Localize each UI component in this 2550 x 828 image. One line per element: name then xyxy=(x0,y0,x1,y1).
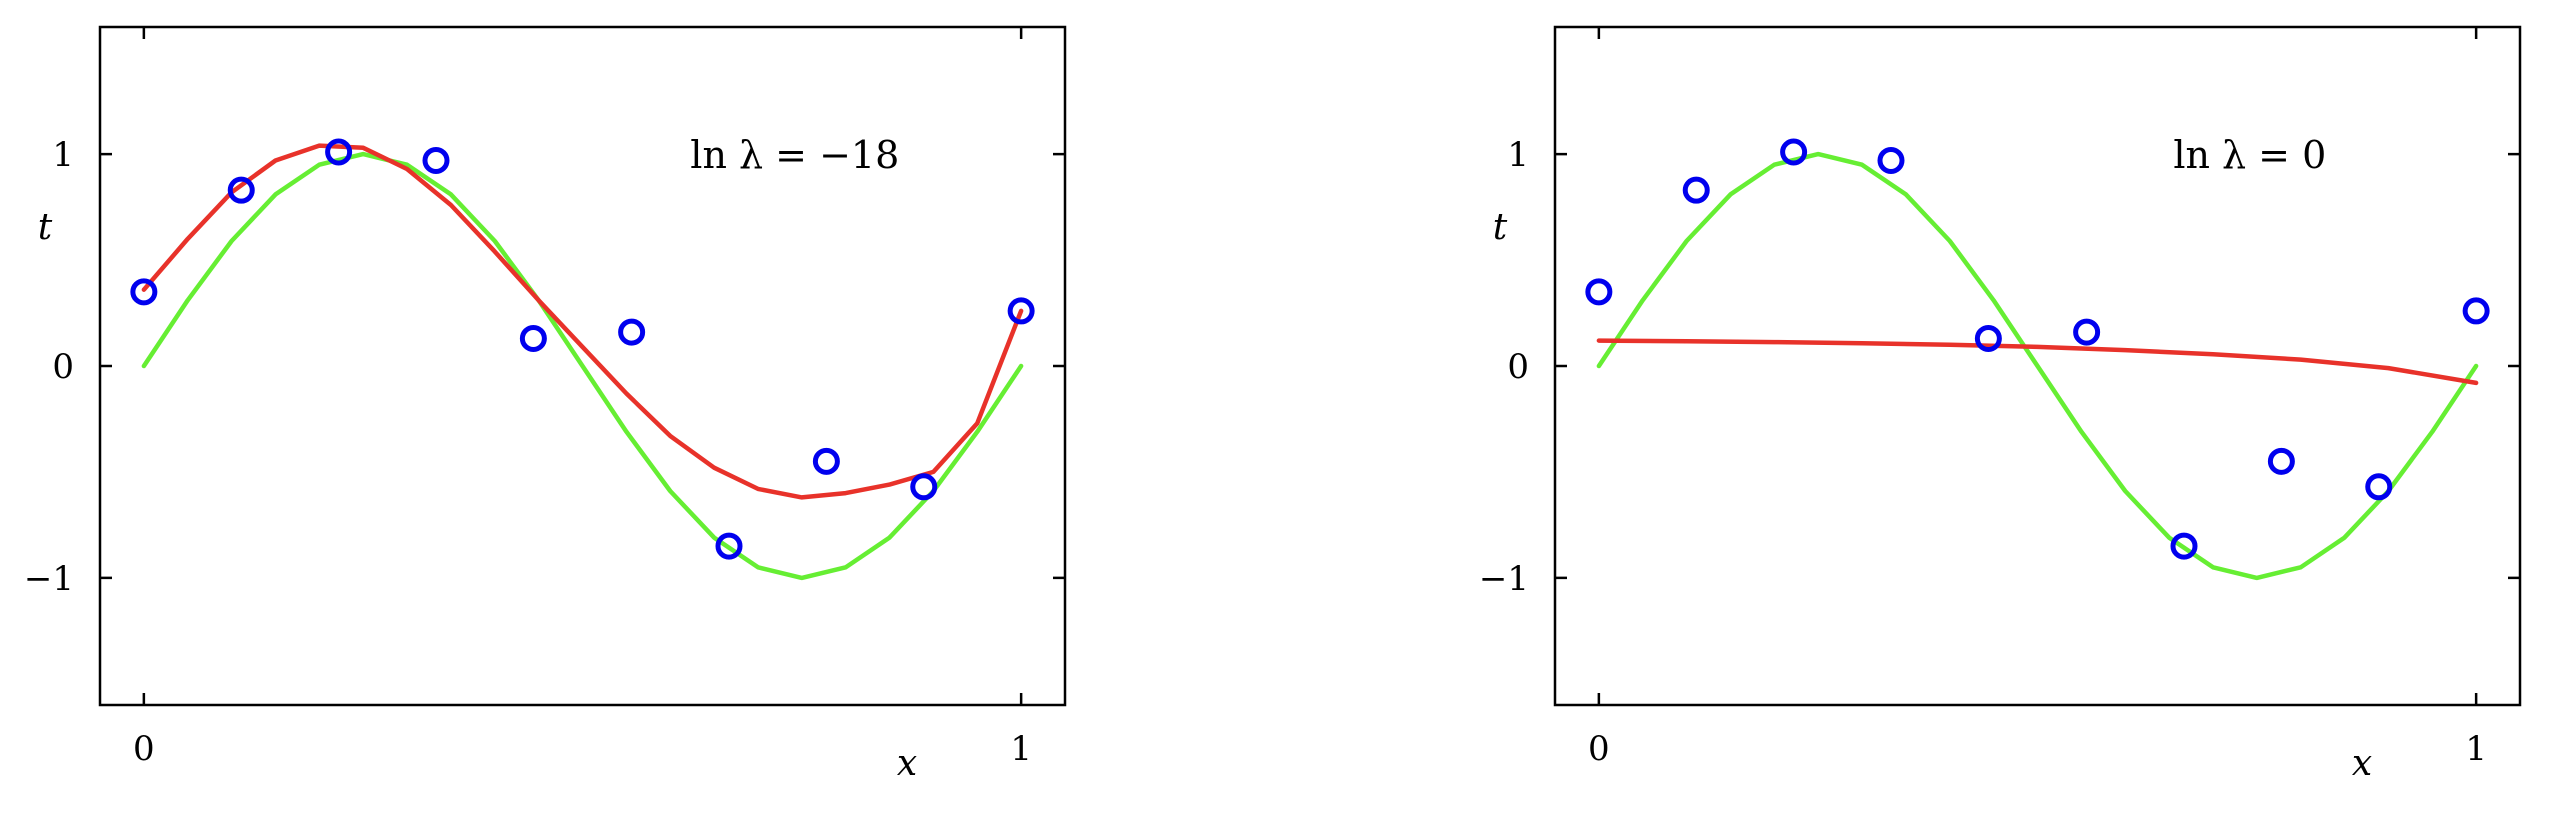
data-point xyxy=(519,324,547,352)
data-point xyxy=(1585,278,1613,306)
data-point xyxy=(1007,297,1035,325)
y-tick-label: 1 xyxy=(52,135,74,175)
data-point xyxy=(910,473,938,501)
data-point xyxy=(325,138,353,166)
x-tick-label: 1 xyxy=(1010,729,1032,769)
data-point xyxy=(812,447,840,475)
chart-panel-right: −1 0 1 0 1 x t ln λ = 0 xyxy=(1479,25,2522,784)
x-tick-label: 0 xyxy=(133,729,155,769)
y-axis-label: t xyxy=(38,207,53,248)
chart-panel-left: −1 0 1 0 1 x t ln λ = −18 xyxy=(24,25,1067,784)
y-tick-label: 0 xyxy=(52,347,74,387)
x-tick-label: 1 xyxy=(2465,729,2487,769)
fitted-curve xyxy=(1596,338,2479,386)
data-point xyxy=(422,146,450,174)
lambda-annotation: ln λ = 0 xyxy=(2173,133,2326,177)
y-axis-label: t xyxy=(1493,207,1508,248)
data-point xyxy=(2267,447,2295,475)
y-tick-label: −1 xyxy=(24,559,74,599)
data-point xyxy=(618,318,646,346)
data-point xyxy=(227,176,255,204)
data-point xyxy=(130,278,158,306)
data-point xyxy=(2170,532,2198,560)
y-tick-label: 1 xyxy=(1507,135,1529,175)
data-point xyxy=(2365,473,2393,501)
data-point xyxy=(1974,324,2002,352)
data-point xyxy=(2462,297,2490,325)
lambda-annotation: ln λ = −18 xyxy=(690,133,899,177)
x-tick-label: 0 xyxy=(1588,729,1610,769)
x-axis-label: x xyxy=(897,743,917,784)
data-point xyxy=(2073,318,2101,346)
y-tick-label: 0 xyxy=(1507,347,1529,387)
fitted-curve xyxy=(141,143,1024,500)
x-axis-label: x xyxy=(2352,743,2372,784)
true-function-curve xyxy=(141,151,1024,581)
true-function-curve xyxy=(1596,151,2479,581)
data-point xyxy=(1780,138,1808,166)
y-tick-label: −1 xyxy=(1479,559,1529,599)
data-point xyxy=(1682,176,1710,204)
data-point xyxy=(715,532,743,560)
data-point xyxy=(1877,146,1905,174)
